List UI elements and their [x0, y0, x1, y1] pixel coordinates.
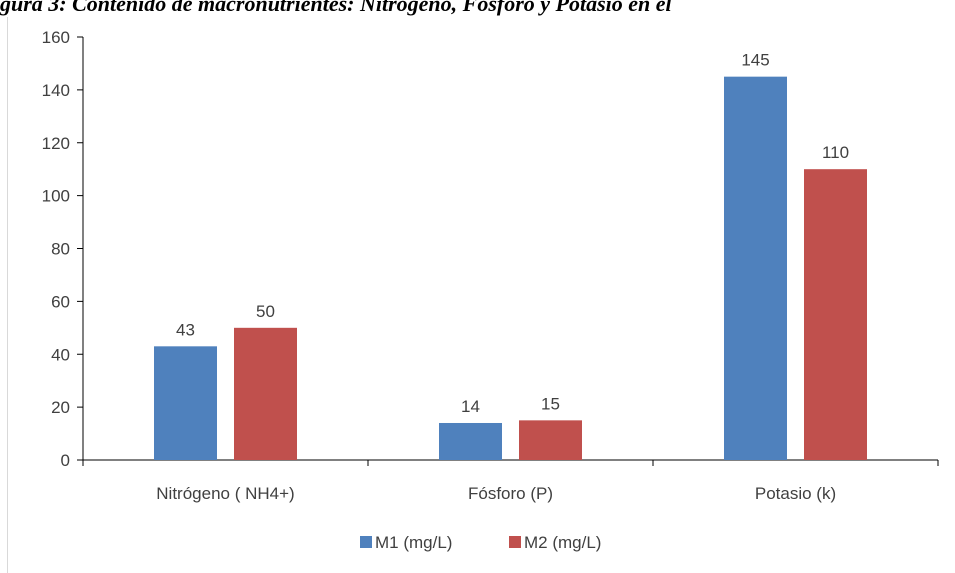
data-label: 43 — [176, 320, 195, 339]
legend-swatch — [360, 536, 372, 548]
bar-m1 — [154, 346, 217, 460]
data-label: 15 — [541, 394, 560, 413]
y-tick-label: 160 — [42, 28, 70, 47]
y-tick-label: 40 — [51, 345, 70, 364]
y-tick-label: 140 — [42, 81, 70, 100]
y-tick-label: 60 — [51, 292, 70, 311]
data-label: 50 — [256, 302, 275, 321]
bar-m1 — [439, 422, 502, 460]
y-tick-label: 120 — [42, 134, 70, 153]
bar-m2 — [519, 420, 582, 460]
x-category-label: Potasio (k) — [755, 484, 836, 503]
chart-frame-border — [7, 17, 8, 573]
chart-labels: 43 50 Nitrógeno ( NH4+) 14 15 Fósforo (P) 145 1… — [156, 51, 849, 503]
y-tick-label: 20 — [51, 398, 70, 417]
y-tick-label: 80 — [51, 240, 70, 259]
data-label: 145 — [741, 51, 769, 70]
x-category-label: Fósforo (P) — [468, 484, 553, 503]
data-label: 110 — [822, 143, 849, 162]
legend-swatch — [509, 536, 521, 548]
chart-bars — [154, 76, 867, 460]
bar-m1 — [724, 76, 787, 460]
figure-caption: gura 3: Contenido de macronutrientes: Ni… — [0, 0, 672, 16]
bar-m2 — [234, 327, 297, 460]
bar-m2 — [804, 169, 867, 460]
chart-legend: M1 (mg/L) M2 (mg/L) — [360, 533, 601, 552]
legend-label: M2 (mg/L) — [524, 533, 601, 552]
legend-label: M1 (mg/L) — [375, 533, 452, 552]
chart-axes: 0 20 40 60 80 100 120 140 160 — [42, 28, 939, 470]
y-tick-label: 0 — [61, 451, 70, 470]
x-category-label: Nitrógeno ( NH4+) — [156, 484, 294, 503]
y-tick-label: 100 — [42, 187, 70, 206]
data-label: 14 — [461, 397, 480, 416]
